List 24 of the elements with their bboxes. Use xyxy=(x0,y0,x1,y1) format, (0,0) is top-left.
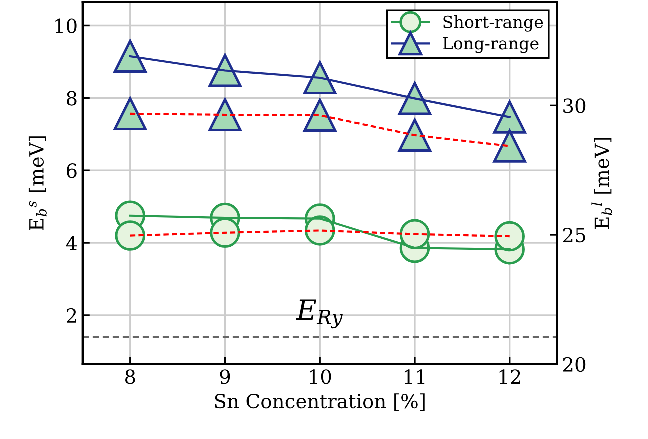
x-tick-label: 12 xyxy=(500,370,520,384)
x-tick-label: 10 xyxy=(310,370,332,384)
legend-label: Long-range xyxy=(443,37,539,54)
y2-tick-label: 20 xyxy=(563,357,586,372)
y-tick-label: 4 xyxy=(66,236,78,250)
y2-tick-label: 30 xyxy=(564,98,586,114)
x-tick-label: 9 xyxy=(220,370,230,384)
y2-axis-title: E$_{b}$$^{l}$ [meV] xyxy=(592,138,612,230)
legend-label: Short-range xyxy=(444,16,544,32)
y2-tick-label: 25 xyxy=(563,228,586,243)
x-axis-title: Sn Concentration [%] xyxy=(215,394,425,411)
point xyxy=(398,82,432,116)
point xyxy=(114,40,147,74)
point xyxy=(493,100,526,134)
point xyxy=(208,54,242,88)
y-tick-label: 10 xyxy=(56,18,77,34)
x-tick-label: 8 xyxy=(125,370,136,384)
ref-line-label: E$_{Ry}$ xyxy=(296,300,343,329)
point xyxy=(304,61,337,95)
y-tick-label: 6 xyxy=(67,164,77,178)
y-tick-label: 2 xyxy=(67,308,76,323)
y-tick-label: 8 xyxy=(67,91,77,106)
y-axis-title: E$_{b}$$^{s}$ [meV] xyxy=(28,136,47,231)
x-tick-label: 11 xyxy=(404,370,425,384)
